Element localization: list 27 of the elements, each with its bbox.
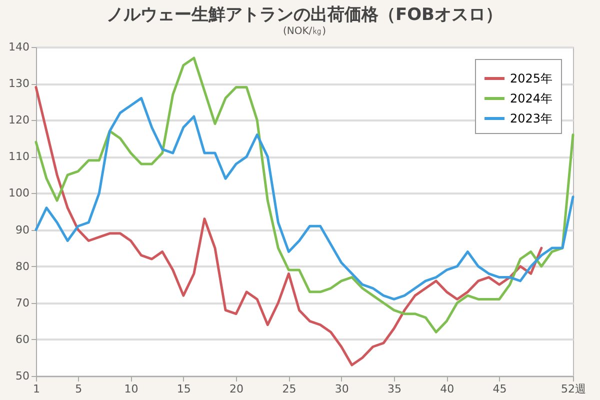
x-tick-label: 40 [440,382,454,396]
legend-label: 2025年 [510,72,553,86]
y-tick-label: 50 [16,370,30,382]
y-tick-label: 110 [8,150,30,164]
legend-label: 2023年 [510,112,553,126]
x-tick-label: 25 [282,382,296,396]
x-tick-label: 52週 [561,382,586,396]
chart-title: ノルウェー生鮮アトランの出荷価格（FOBオスロ） [106,5,503,25]
x-tick-label: 30 [334,382,349,396]
y-tick-label: 60 [16,332,30,346]
x-tick-label: 45 [492,382,507,396]
x-tick-label: 20 [230,382,244,396]
y-tick-label: 130 [8,77,30,90]
x-tick-label: 35 [388,382,402,396]
y-tick-label: 90 [16,223,30,236]
legend-label: 2024年 [510,92,553,106]
line-series [34,56,574,334]
y-axis-title: (NOK/㎏) [282,26,326,37]
y-tick-label: 140 [8,40,30,54]
x-tick-label: 5 [75,382,82,396]
x-tick-label: 10 [124,382,138,396]
y-tick-label: 80 [16,260,30,273]
y-tick-label: 100 [8,186,30,200]
y-tick-label: 70 [16,296,30,310]
x-tick-label: 15 [176,382,191,396]
y-tick-label: 120 [8,114,30,127]
x-tick-label: 1 [33,382,40,396]
